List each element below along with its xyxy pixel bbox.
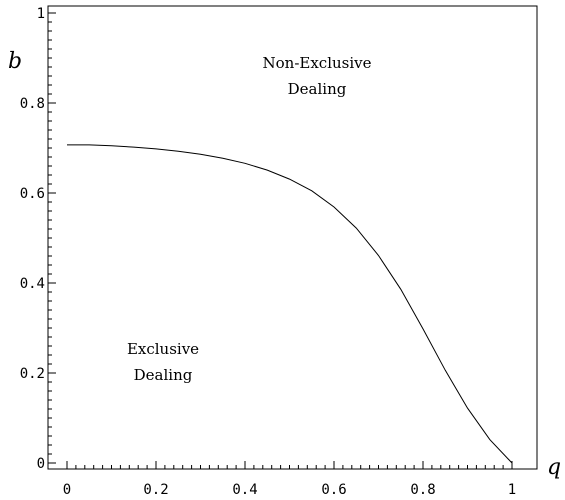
y-tick-label: 0 — [37, 456, 45, 472]
y-tick-labels: 0 0.2 0.4 0.6 0.8 1 — [20, 6, 45, 472]
y-tick-label: 0.8 — [20, 96, 45, 112]
non-exclusive-label-line-1: Non-Exclusive — [263, 54, 372, 72]
non-exclusive-label-line-2: Dealing — [288, 80, 347, 98]
x-tick-label: 0 — [63, 482, 71, 498]
y-tick-label: 0.4 — [20, 276, 45, 292]
tick-marks — [48, 12, 513, 469]
y-tick-label: 1 — [37, 6, 45, 22]
exclusive-label-line-2: Dealing — [134, 366, 193, 384]
x-tick-label: 0.6 — [321, 482, 346, 498]
x-tick-labels: 0 0.2 0.4 0.6 0.8 1 — [63, 482, 516, 498]
x-tick-label: 0.4 — [232, 482, 257, 498]
exclusive-label-line-1: Exclusive — [127, 340, 199, 358]
x-axis-label: q — [547, 455, 561, 480]
plot-frame — [47, 5, 538, 470]
x-tick-label: 0.8 — [410, 482, 435, 498]
x-tick-label: 1 — [508, 482, 516, 498]
x-tick-label: 0.2 — [143, 482, 168, 498]
y-tick-label: 0.2 — [20, 366, 45, 382]
y-tick-label: 0.6 — [20, 186, 45, 202]
boundary-curve — [67, 144, 513, 464]
y-axis-label: b — [8, 49, 22, 74]
